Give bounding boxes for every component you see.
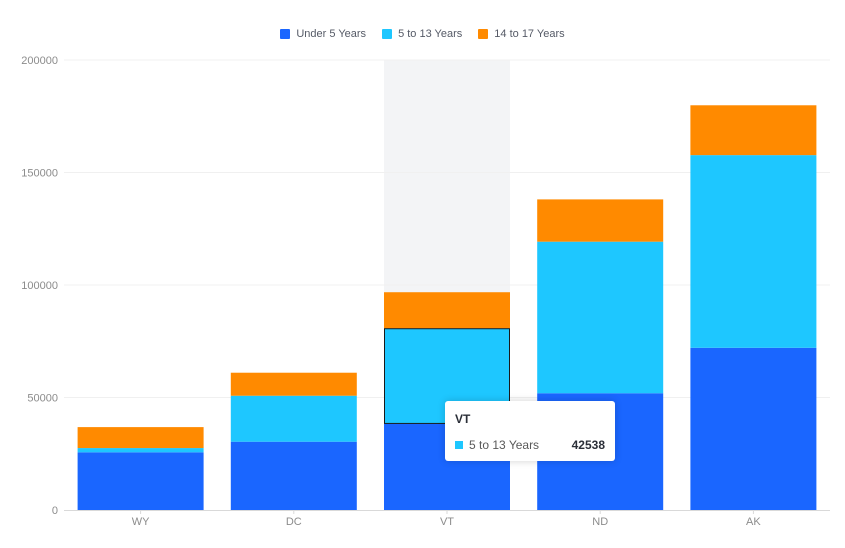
bar-segment [690,347,817,510]
bar-segment [690,105,817,156]
legend-item[interactable]: Under 5 Years [280,28,366,40]
legend-swatch [382,29,393,39]
bar-segment [690,155,817,348]
bar-segment [384,292,510,329]
x-tick-label: WY [132,516,150,528]
legend-swatch [478,29,489,39]
legend: Under 5 Years 5 to 13 Years 14 to 17 Years [0,28,845,40]
bar-segment [537,199,664,242]
bar-segment [77,448,204,453]
x-tick-label: ND [592,516,608,528]
x-tick-label: AK [746,516,761,528]
legend-label: Under 5 Years [296,28,367,40]
x-tick-label: VT [440,516,454,528]
legend-item[interactable]: 5 to 13 Years [382,28,462,40]
tooltip-title: VT [455,412,471,426]
tooltip-swatch [455,441,463,449]
y-tick-label: 200000 [21,55,58,67]
legend-swatch [280,29,291,39]
bar-segment [230,372,357,396]
y-tick-label: 50000 [27,393,58,405]
tooltip-series-name: 5 to 13 Years [469,438,540,452]
y-tick-label: 100000 [21,280,58,292]
bar-segment [77,427,204,449]
bar-segment [230,395,357,442]
bar-segment [77,452,204,510]
tooltip-row: 5 to 13 Years 42538 [455,438,605,452]
y-tick-label: 0 [52,505,58,517]
y-tick-label: 150000 [21,168,58,180]
legend-label: 5 to 13 Years [398,28,463,40]
tooltip-value: 42538 [571,438,605,452]
legend-label: 14 to 17 Years [494,28,565,40]
bar-segment [230,441,357,510]
tooltip: VT 5 to 13 Years 42538 [445,401,615,461]
legend-item[interactable]: 14 to 17 Years [478,28,565,40]
bar-segment [537,241,664,394]
x-tick-label: DC [286,516,302,528]
